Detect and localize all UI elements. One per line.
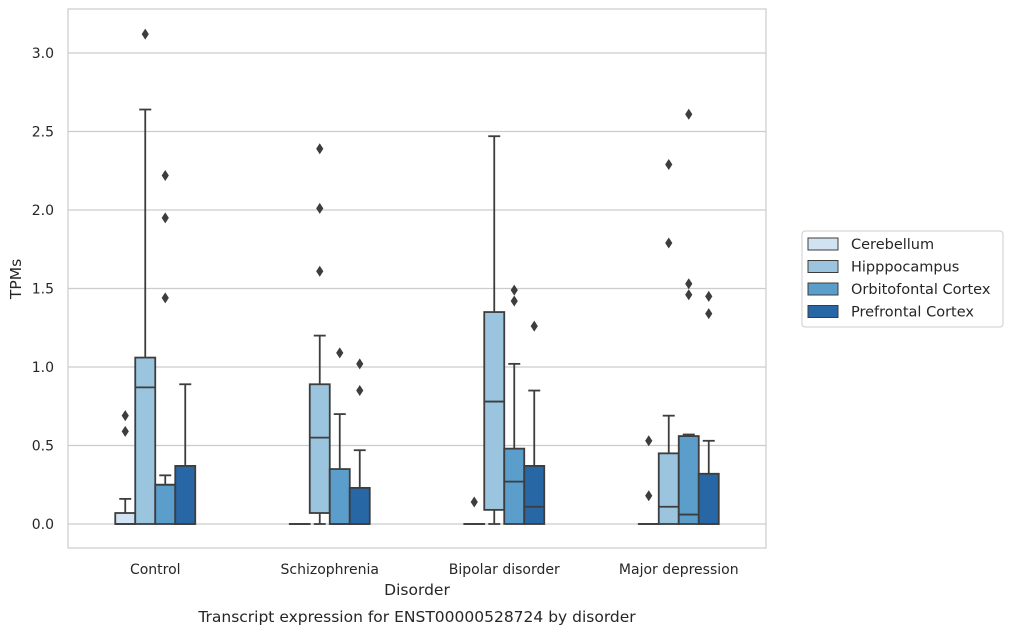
box-orbitofontal-cortex bbox=[154, 169, 177, 525]
x-tick-label: Bipolar disorder bbox=[449, 562, 560, 578]
outlier-point bbox=[316, 265, 324, 277]
box-prefrontal-cortex bbox=[523, 320, 546, 525]
plot-frame bbox=[67, 8, 767, 549]
legend-label: Cerebellum bbox=[851, 237, 934, 253]
outlier-point bbox=[316, 143, 324, 155]
box-cerebellum bbox=[637, 435, 660, 525]
x-tick-labels: Control Schizophrenia Bipolar disorder Majo… bbox=[130, 562, 739, 578]
box-hipppocampus bbox=[134, 28, 157, 525]
outlier-point bbox=[665, 158, 673, 170]
box-cerebellum bbox=[463, 496, 486, 525]
outlier-point bbox=[510, 284, 518, 296]
box-body bbox=[523, 465, 546, 525]
y-tick-label: 1.5 bbox=[32, 282, 54, 298]
outlier-point bbox=[161, 212, 169, 224]
outlier-point bbox=[316, 202, 324, 214]
y-axis-title: TPMs bbox=[7, 259, 25, 300]
legend-swatch bbox=[807, 237, 839, 251]
legend-swatch bbox=[807, 282, 839, 296]
box-body bbox=[114, 512, 137, 525]
outlier-point bbox=[645, 435, 653, 447]
box-orbitofontal-cortex bbox=[503, 284, 526, 525]
box-body bbox=[308, 383, 331, 514]
outlier-point bbox=[121, 425, 129, 437]
outlier-point bbox=[685, 289, 693, 301]
box-body bbox=[348, 486, 371, 525]
outlier-point bbox=[161, 292, 169, 304]
outlier-point bbox=[121, 410, 129, 422]
box-hipppocampus bbox=[483, 135, 506, 525]
x-axis-title: Disorder bbox=[384, 581, 450, 599]
boxes-layer bbox=[114, 28, 720, 525]
box-hipppocampus bbox=[657, 158, 680, 525]
outlier-point bbox=[141, 28, 149, 40]
box-orbitofontal-cortex bbox=[677, 108, 700, 525]
outlier-point bbox=[356, 385, 364, 397]
legend-label: Orbitofontal Cortex bbox=[851, 282, 991, 298]
outlier-point bbox=[645, 490, 653, 502]
outlier-point bbox=[705, 308, 713, 320]
outlier-point bbox=[685, 108, 693, 120]
legend: Cerebellum Hipppocampus Orbitofontal Corte… bbox=[801, 230, 1004, 328]
legend-frame bbox=[801, 230, 1004, 328]
legend-swatch bbox=[807, 305, 839, 318]
x-tick-label: Schizophrenia bbox=[281, 562, 379, 578]
y-tick-label: 1.0 bbox=[32, 360, 54, 376]
box-prefrontal-cortex bbox=[174, 383, 197, 525]
x-tick-label: Control bbox=[130, 562, 181, 578]
y-tick-label: 2.0 bbox=[32, 203, 54, 219]
figure-caption: Transcript expression for ENST0000052872… bbox=[197, 608, 636, 626]
box-hipppocampus bbox=[308, 143, 331, 525]
outlier-point bbox=[530, 320, 538, 332]
y-tick-label: 3.0 bbox=[32, 46, 54, 62]
outlier-point bbox=[336, 347, 344, 359]
legend-swatch bbox=[807, 260, 839, 273]
box-body bbox=[697, 472, 720, 525]
box-body bbox=[483, 311, 506, 511]
box-body bbox=[677, 435, 700, 525]
outlier-point bbox=[665, 237, 673, 249]
legend-label: Hipppocampus bbox=[851, 260, 959, 276]
outlier-point bbox=[161, 169, 169, 181]
y-tick-label: 0.0 bbox=[32, 517, 54, 533]
y-tick-labels: 0.0 0.5 1.0 1.5 2.0 2.5 3.0 bbox=[32, 46, 54, 533]
box-body bbox=[154, 483, 177, 525]
box-body bbox=[503, 447, 526, 525]
outlier-point bbox=[685, 278, 693, 290]
legend-label: Prefrontal Cortex bbox=[851, 305, 974, 321]
y-tick-label: 2.5 bbox=[32, 125, 54, 141]
box-body bbox=[657, 452, 680, 525]
y-tick-label: 0.5 bbox=[32, 439, 54, 455]
outlier-point bbox=[470, 496, 478, 508]
box-body bbox=[328, 468, 351, 525]
outlier-point bbox=[705, 290, 713, 302]
outlier-point bbox=[510, 295, 518, 307]
box-orbitofontal-cortex bbox=[328, 347, 351, 525]
box-body bbox=[174, 465, 197, 525]
box-cerebellum bbox=[114, 410, 137, 525]
box-prefrontal-cortex bbox=[697, 290, 720, 525]
box-body bbox=[134, 356, 157, 525]
grid-lines bbox=[68, 52, 766, 525]
box-prefrontal-cortex bbox=[348, 358, 371, 525]
outlier-point bbox=[356, 358, 364, 370]
x-tick-label: Major depression bbox=[619, 562, 739, 578]
